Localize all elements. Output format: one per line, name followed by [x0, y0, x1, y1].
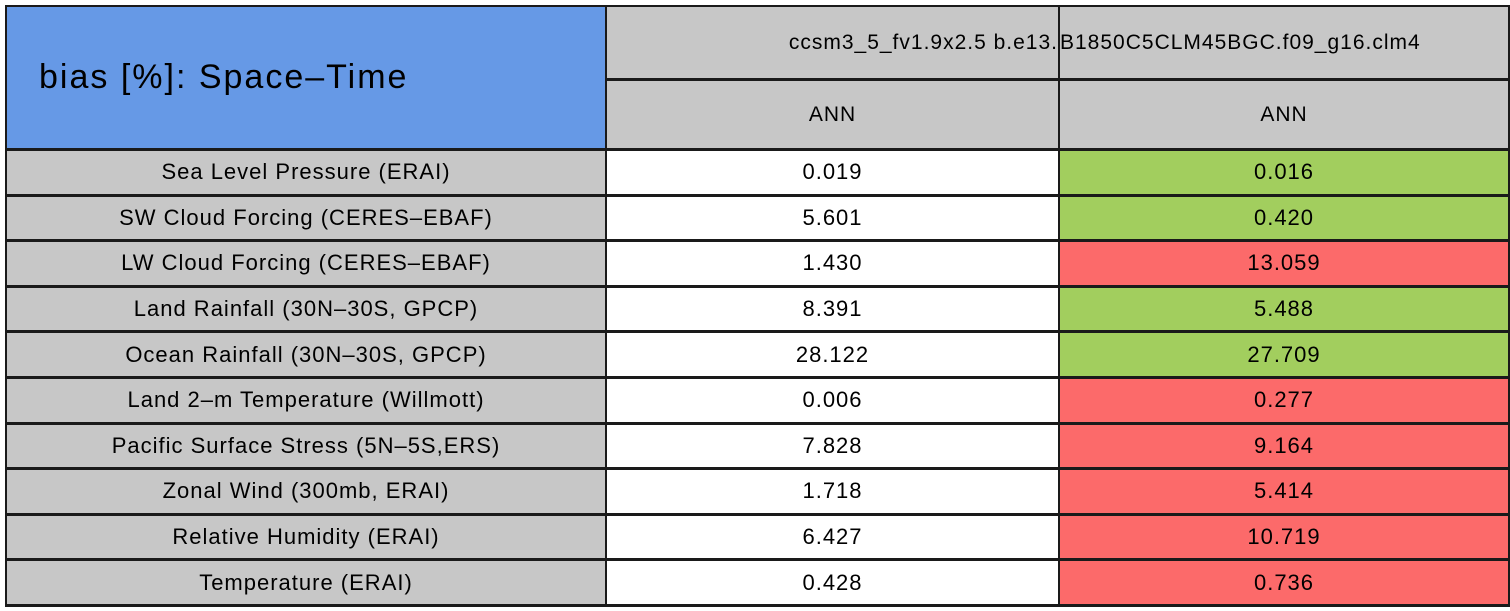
variable-label: Sea Level Pressure (ERAI) — [7, 151, 607, 197]
bias-value-cell: 7.828 — [607, 424, 1060, 471]
bias-value-cell: 0.006 — [607, 378, 1060, 425]
bias-value-cell: 5.414 — [1060, 470, 1510, 516]
table-row: Temperature (ERAI) 0.428 0.736 — [7, 561, 1510, 607]
bias-value-cell: 9.164 — [1060, 424, 1510, 471]
table-row: Land 2–m Temperature (Willmott) 0.006 0.27… — [7, 378, 1510, 425]
bias-value-cell: 0.016 — [1060, 151, 1510, 197]
model-name-col1: ccsm3_5_fv1.9x2.5 b.e13. — [607, 7, 1060, 81]
table-row: Sea Level Pressure (ERAI) 0.019 0.016 — [7, 151, 1510, 197]
bias-value-cell: 0.736 — [1060, 561, 1510, 607]
variable-label: Temperature (ERAI) — [7, 561, 607, 607]
table-row: Zonal Wind (300mb, ERAI) 1.718 5.414 — [7, 470, 1510, 516]
diag-table: bias [%]: Space–Time ccsm3_5_fv1.9x2.5 b… — [5, 5, 1510, 607]
model-name-col2: B1850C5CLM45BGC.f09_g16.clm4 — [1060, 7, 1510, 81]
table-body: Sea Level Pressure (ERAI) 0.019 0.016 SW Cl… — [7, 151, 1510, 607]
bias-value-cell: 8.391 — [607, 287, 1060, 334]
variable-label: Relative Humidity (ERAI) — [7, 515, 607, 562]
variable-label: Zonal Wind (300mb, ERAI) — [7, 470, 607, 516]
bias-value-cell: 28.122 — [607, 333, 1060, 379]
season-col2: ANN — [1060, 81, 1510, 151]
model-name-row: ccsm3_5_fv1.9x2.5 b.e13. B1850C5CLM45BGC… — [607, 7, 1510, 81]
bias-value-cell: 27.709 — [1060, 333, 1510, 379]
bias-value-cell: 13.059 — [1060, 242, 1510, 288]
table-title: bias [%]: Space–Time — [7, 7, 607, 151]
bias-value-cell: 1.430 — [607, 242, 1060, 288]
variable-label: Land 2–m Temperature (Willmott) — [7, 378, 607, 425]
bias-value-cell: 5.488 — [1060, 287, 1510, 334]
table-row: Land Rainfall (30N–30S, GPCP) 8.391 5.488 — [7, 287, 1510, 334]
variable-label: Ocean Rainfall (30N–30S, GPCP) — [7, 333, 607, 379]
season-row: ANN ANN — [607, 81, 1510, 151]
table-row: Pacific Surface Stress (5N–5S,ERS) 7.828 9… — [7, 424, 1510, 471]
header-columns: ccsm3_5_fv1.9x2.5 b.e13. B1850C5CLM45BGC… — [607, 7, 1510, 151]
table-header: bias [%]: Space–Time ccsm3_5_fv1.9x2.5 b… — [7, 7, 1510, 151]
table-title-text: bias [%]: Space–Time — [39, 58, 409, 96]
bias-value-cell: 0.019 — [607, 151, 1060, 197]
bias-value-cell: 6.427 — [607, 515, 1060, 562]
bias-value-cell: 10.719 — [1060, 515, 1510, 562]
table-row: Ocean Rainfall (30N–30S, GPCP) 28.122 27.7… — [7, 333, 1510, 379]
table-row: SW Cloud Forcing (CERES–EBAF) 5.601 0.420 — [7, 196, 1510, 243]
variable-label: Pacific Surface Stress (5N–5S,ERS) — [7, 424, 607, 471]
season-col1: ANN — [607, 81, 1060, 151]
bias-value-cell: 0.277 — [1060, 378, 1510, 425]
bias-value-cell: 5.601 — [607, 196, 1060, 243]
variable-label: SW Cloud Forcing (CERES–EBAF) — [7, 196, 607, 243]
table-row: Relative Humidity (ERAI) 6.427 10.719 — [7, 515, 1510, 562]
bias-value-cell: 0.428 — [607, 561, 1060, 607]
bias-value-cell: 0.420 — [1060, 196, 1510, 243]
bias-value-cell: 1.718 — [607, 470, 1060, 516]
variable-label: LW Cloud Forcing (CERES–EBAF) — [7, 242, 607, 288]
table-row: LW Cloud Forcing (CERES–EBAF) 1.430 13.059 — [7, 242, 1510, 288]
variable-label: Land Rainfall (30N–30S, GPCP) — [7, 287, 607, 334]
